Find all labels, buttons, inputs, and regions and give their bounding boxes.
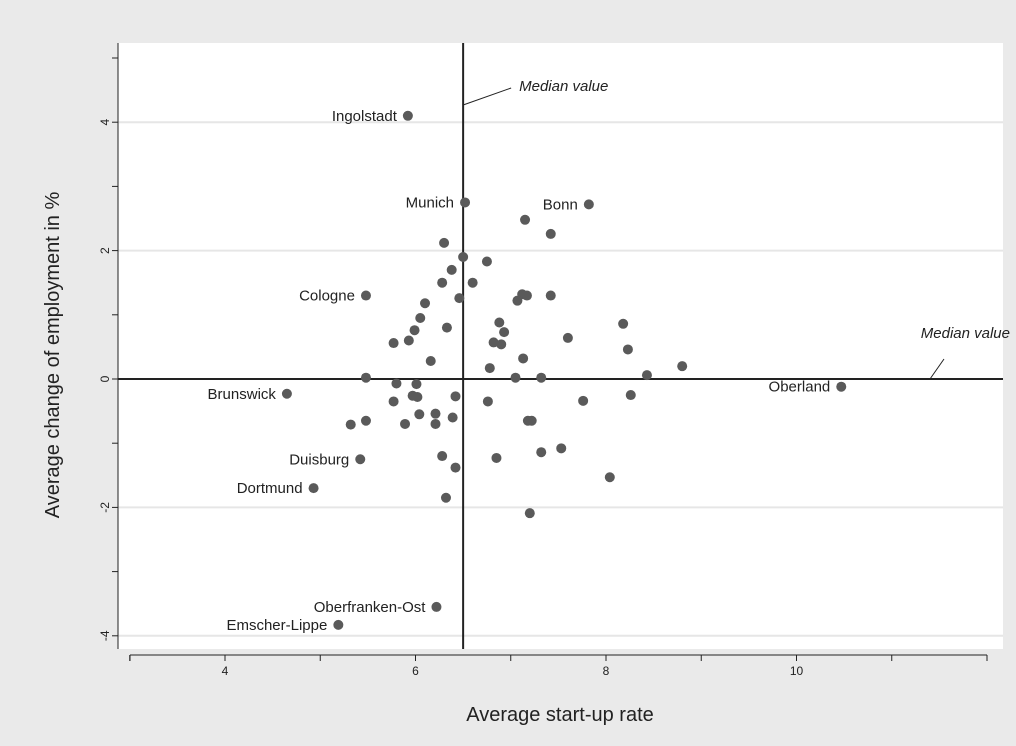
point-label: Oberland — [769, 379, 831, 396]
y-axis-title: Average change of employment in % — [42, 192, 64, 519]
data-point — [488, 337, 499, 348]
data-point — [415, 313, 426, 324]
data-point — [414, 409, 425, 420]
data-point — [400, 418, 411, 429]
data-point — [491, 452, 502, 463]
data-point — [388, 338, 399, 349]
x-tick-label: 6 — [412, 664, 419, 678]
data-point — [526, 415, 537, 426]
labeled-data-point — [460, 197, 471, 208]
labeled-data-point — [402, 110, 413, 121]
y-tick-label: 4 — [98, 119, 112, 126]
data-point — [441, 322, 452, 333]
point-label: Emscher-Lippe — [226, 617, 327, 634]
labeled-data-point — [355, 454, 366, 465]
data-point — [556, 443, 567, 454]
data-point — [439, 237, 450, 248]
data-point — [412, 391, 423, 402]
median-lines — [118, 43, 1003, 649]
data-point — [481, 256, 492, 267]
data-point — [425, 356, 436, 367]
labeled-data-point — [333, 619, 344, 630]
data-point — [562, 332, 573, 343]
y-tick-label: 0 — [98, 375, 112, 382]
data-point — [641, 370, 652, 381]
x-axis-title: Average start-up rate — [466, 704, 654, 726]
data-point — [446, 264, 457, 275]
axes: -4 -2 0 2 4 4 6 8 10 — [98, 43, 988, 678]
data-point — [625, 390, 636, 401]
data-point — [496, 339, 507, 350]
data-point — [437, 277, 448, 288]
data-point — [482, 396, 493, 407]
data-point — [545, 228, 556, 239]
x-tick-label: 10 — [790, 664, 804, 678]
point-labels: Ingolstadt Munich Bonn Cologne Brunswick Ober… — [208, 108, 831, 634]
data-point — [458, 252, 469, 263]
data-point — [622, 344, 633, 355]
data-point — [524, 508, 535, 519]
data-point — [520, 214, 531, 225]
data-point — [360, 415, 371, 426]
data-point — [420, 298, 431, 309]
data-point — [499, 327, 510, 338]
data-point — [536, 447, 547, 458]
point-label: Oberfranken-Ost — [314, 599, 427, 616]
data-point — [521, 290, 532, 301]
point-label: Brunswick — [208, 386, 277, 403]
data-point — [411, 379, 422, 390]
labeled-data-point — [281, 388, 292, 399]
data-point — [484, 363, 495, 374]
point-label: Duisburg — [289, 451, 349, 468]
data-point — [536, 372, 547, 383]
point-label: Munich — [406, 194, 454, 211]
data-point — [447, 412, 458, 423]
point-label: Dortmund — [237, 480, 303, 497]
labeled-data-point — [583, 199, 594, 210]
median-annotations: Median value Median value — [462, 78, 1010, 380]
data-point — [440, 492, 451, 503]
data-point — [578, 395, 589, 406]
data-point — [403, 335, 414, 346]
data-point — [518, 353, 529, 364]
data-point — [360, 372, 371, 383]
data-point — [677, 361, 688, 372]
data-points — [281, 110, 847, 630]
median-x-leader — [462, 87, 512, 106]
data-point — [512, 295, 523, 306]
data-point — [437, 451, 448, 462]
data-point — [430, 418, 441, 429]
data-point — [450, 391, 461, 402]
y-tick-label: -2 — [98, 502, 112, 513]
x-tick-label: 4 — [222, 664, 229, 678]
data-point — [391, 378, 402, 389]
y-tick-label: -4 — [98, 630, 112, 641]
x-tick-label: 8 — [603, 664, 610, 678]
labeled-data-point — [836, 381, 847, 392]
point-label: Cologne — [299, 288, 355, 305]
data-point — [388, 396, 399, 407]
data-point — [510, 372, 521, 383]
point-label: Ingolstadt — [332, 108, 398, 125]
data-point — [409, 325, 420, 336]
data-point — [430, 408, 441, 419]
data-point — [454, 293, 465, 304]
plot-region — [118, 43, 1003, 649]
data-point — [494, 317, 505, 328]
data-point — [450, 462, 461, 473]
labeled-data-point — [431, 601, 442, 612]
data-point — [618, 318, 629, 329]
data-point — [467, 277, 478, 288]
data-point — [345, 419, 356, 430]
labeled-data-point — [308, 483, 319, 494]
median-y-leader — [929, 358, 945, 380]
point-label: Bonn — [543, 196, 578, 213]
data-point — [604, 472, 615, 483]
median-y-annotation: Median value — [921, 325, 1010, 342]
median-x-annotation: Median value — [519, 78, 608, 95]
y-tick-label: 2 — [98, 247, 112, 254]
labeled-data-point — [360, 290, 371, 301]
data-point — [545, 290, 556, 301]
